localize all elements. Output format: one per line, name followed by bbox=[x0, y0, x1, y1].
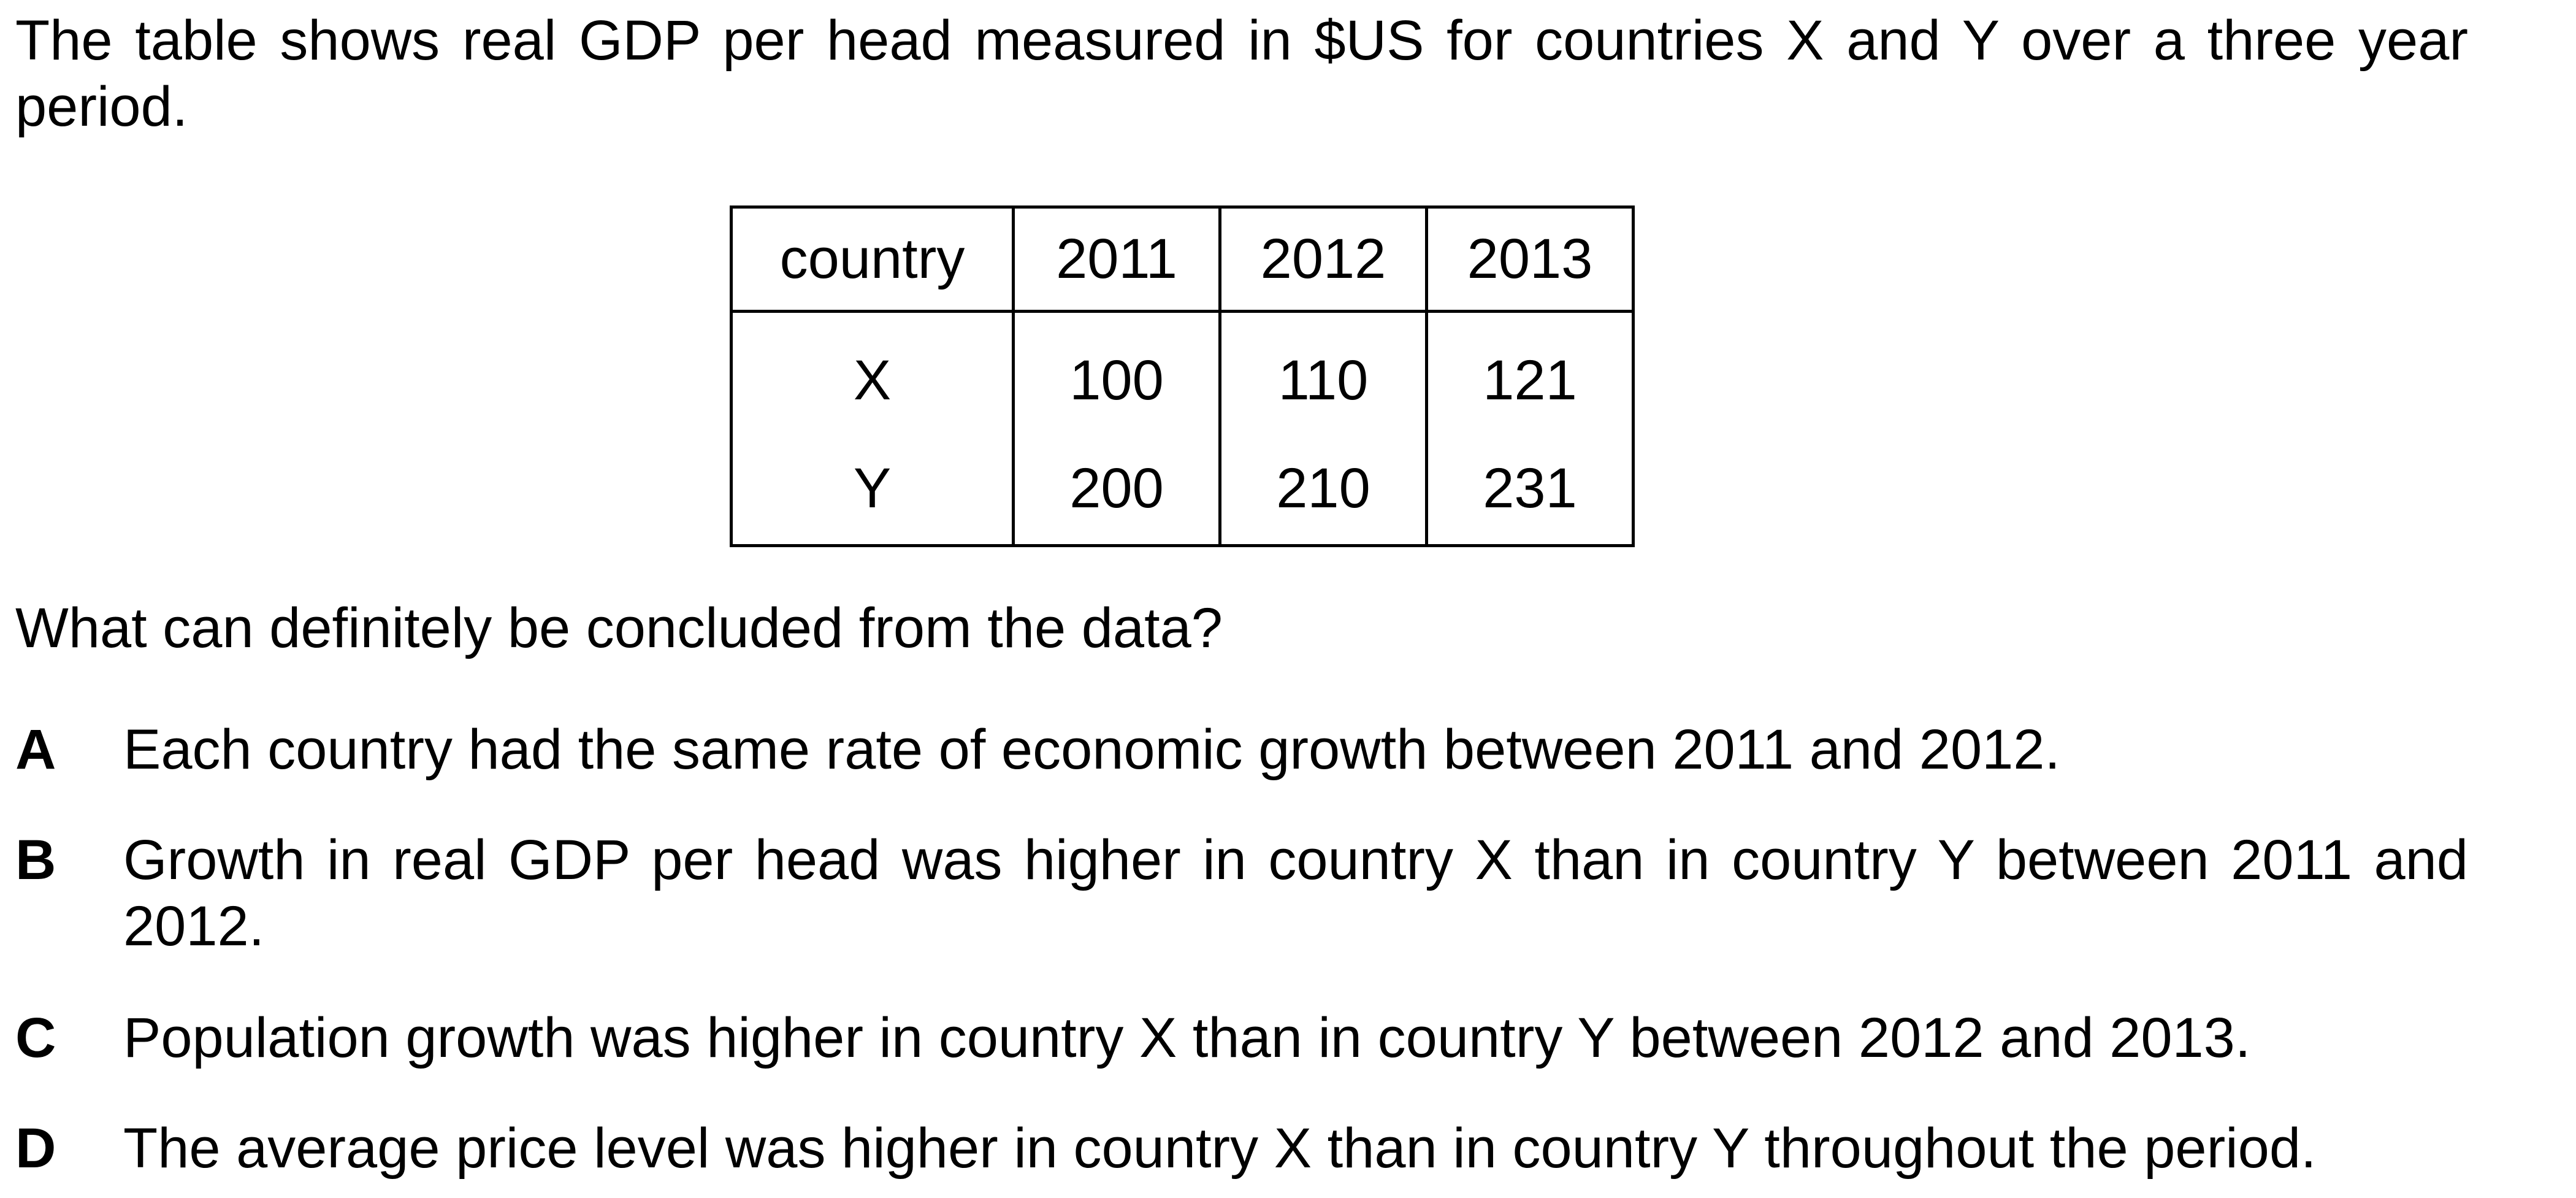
gdp-table: country 2011 2012 2013 X 100 110 121 Y 2… bbox=[730, 205, 1635, 547]
table-header-row: country 2011 2012 2013 bbox=[730, 205, 1635, 313]
option-text: The average price level was higher in co… bbox=[123, 1117, 2317, 1180]
row-x-2013: 121 bbox=[1425, 311, 1635, 442]
option-letter: B bbox=[15, 829, 56, 891]
table-row: X 100 110 121 bbox=[730, 311, 1635, 442]
row-x-country: X bbox=[730, 311, 1015, 442]
row-y-2013: 231 bbox=[1425, 442, 1635, 547]
row-y-2011: 200 bbox=[1012, 442, 1221, 547]
option-text: Each country had the same rate of econom… bbox=[123, 718, 2060, 781]
option-text: Growth in real GDP per head was higher i… bbox=[123, 829, 2468, 958]
gdp-table-container: country 2011 2012 2013 X 100 110 121 Y 2… bbox=[730, 205, 1635, 547]
option-letter: C bbox=[15, 1007, 56, 1069]
table-row: Y 200 210 231 bbox=[730, 442, 1635, 547]
option-letter: D bbox=[15, 1117, 56, 1180]
option-letter: A bbox=[15, 718, 56, 781]
question-text: What can definitely be concluded from th… bbox=[15, 597, 1223, 659]
option-text: Population growth was higher in country … bbox=[123, 1007, 2251, 1069]
row-x-2011: 100 bbox=[1012, 311, 1221, 442]
header-2011: 2011 bbox=[1012, 205, 1221, 313]
header-2013: 2013 bbox=[1425, 205, 1635, 313]
row-y-2012: 210 bbox=[1218, 442, 1428, 547]
row-x-2012: 110 bbox=[1218, 311, 1428, 442]
header-2012: 2012 bbox=[1218, 205, 1428, 313]
intro-paragraph: The table shows real GDP per head measur… bbox=[15, 9, 2468, 138]
header-country: country bbox=[730, 205, 1015, 313]
row-y-country: Y bbox=[730, 442, 1015, 547]
